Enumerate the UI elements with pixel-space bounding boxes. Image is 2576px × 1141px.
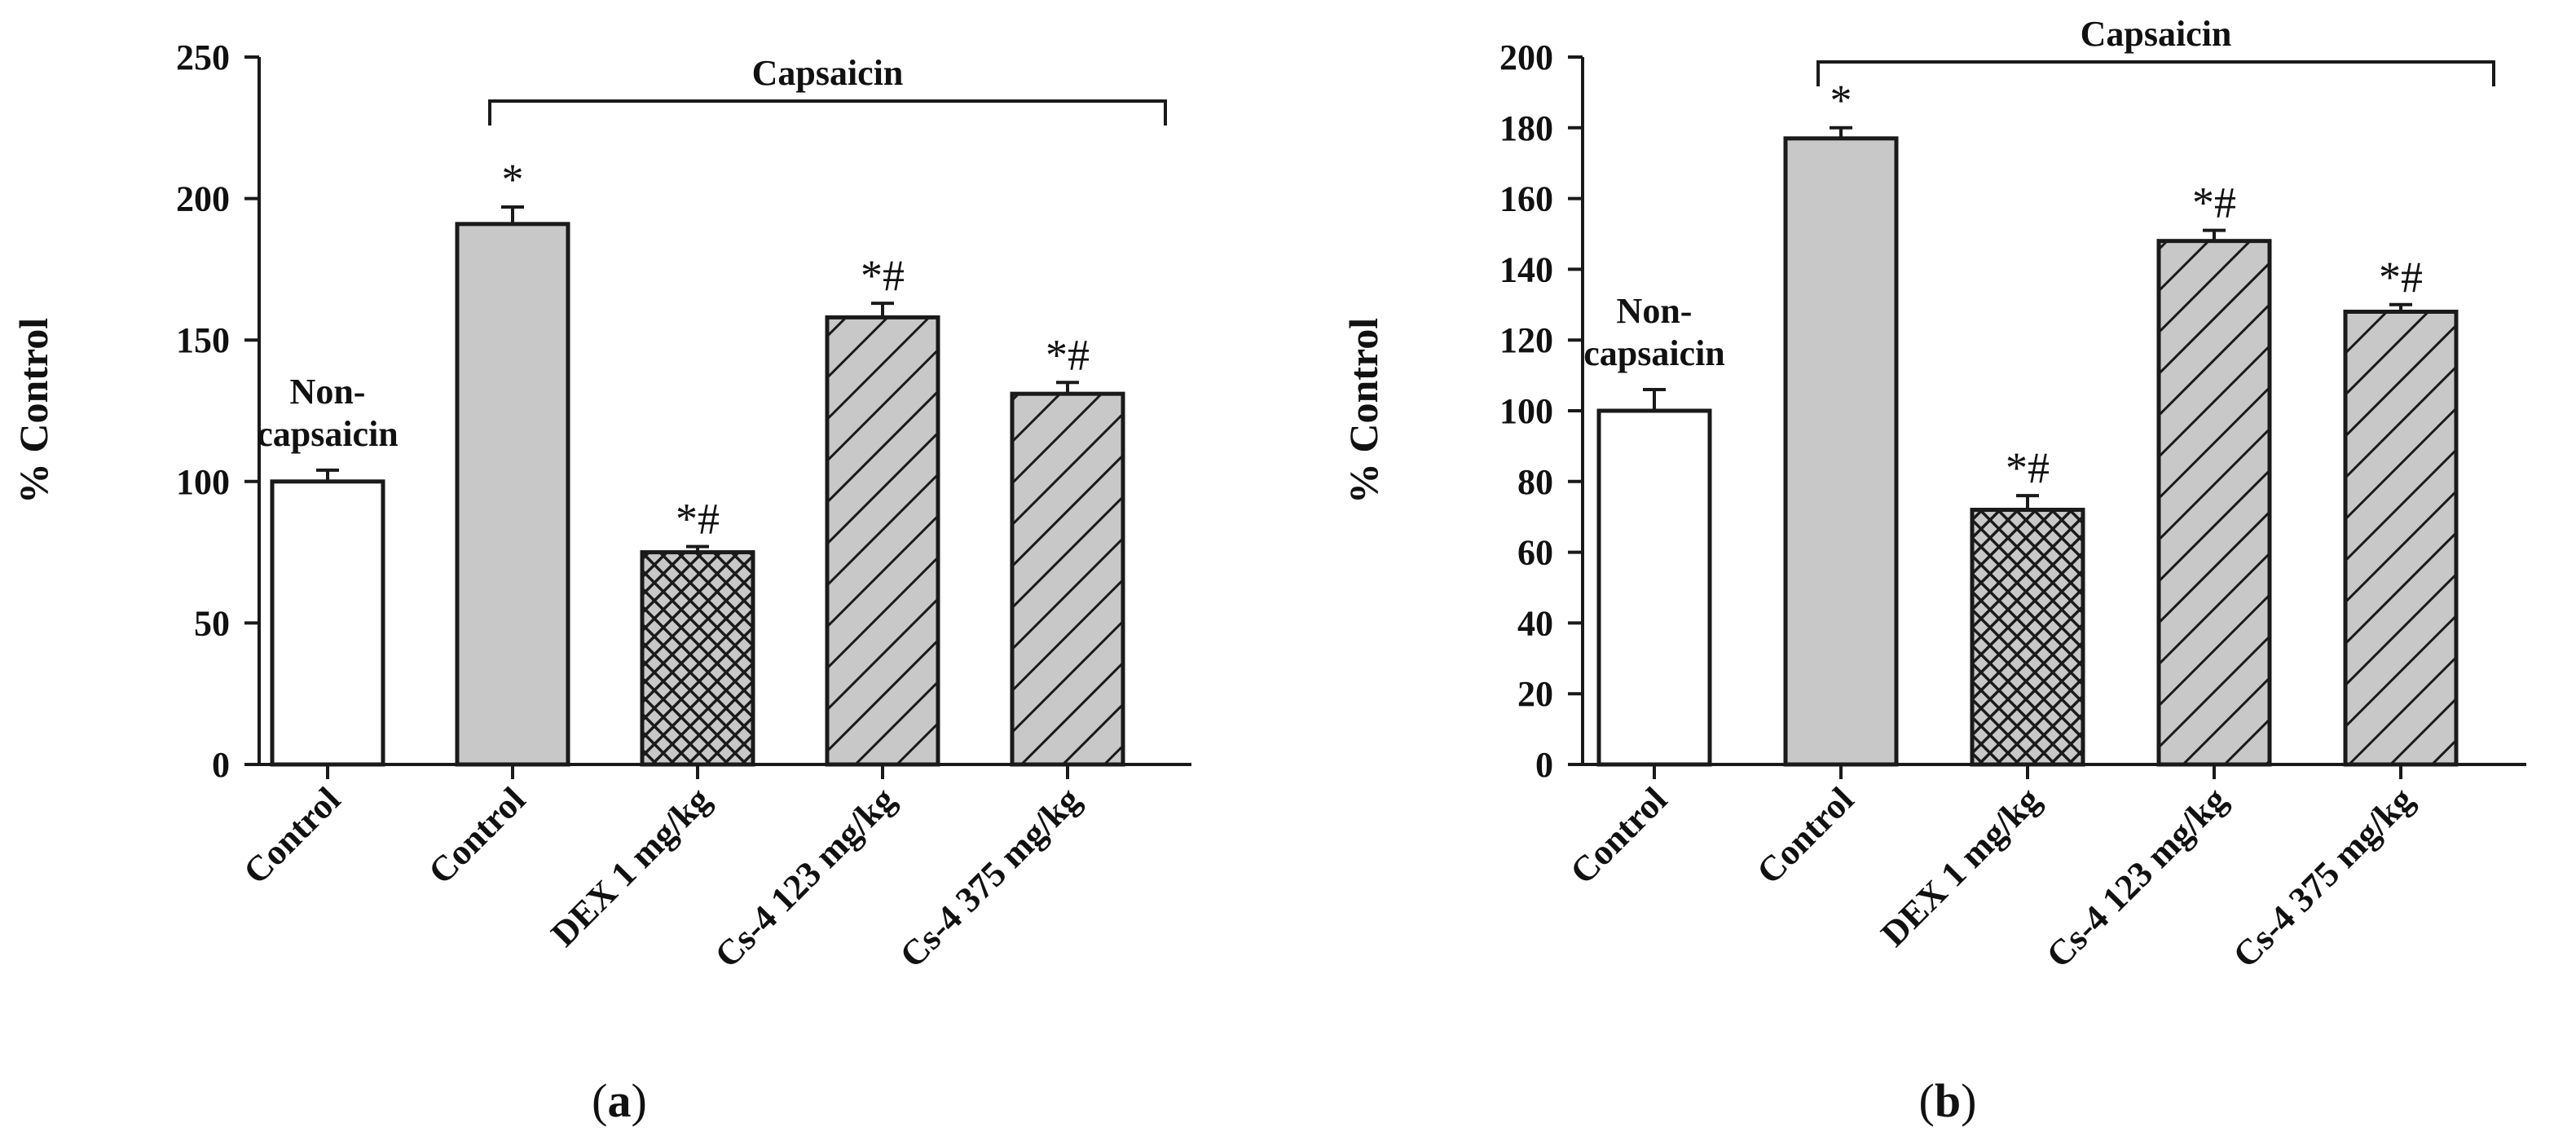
chart1-category-label: Cs-4 123 mg/kg [2039,779,2235,975]
chart1-capsaicin-label: Capsaicin [2081,14,2232,54]
chart0-y-tick-label: 0 [212,745,230,785]
chart1-capsaicin-bracket [1816,60,2495,86]
chart0-y-tick-label: 250 [176,37,230,77]
chart1-y-axis-title: % Control [1341,318,1386,504]
chart1-y-tick-label: 180 [1499,108,1553,148]
chart0-bar-1 [455,222,570,767]
chart1-significance-label: *# [2006,443,2050,492]
chart1-y-tick-label: 100 [1499,391,1553,431]
chart1-category-label: Control [1749,779,1861,892]
chart0-bar-0 [270,479,385,767]
chart1-bar-4 [2343,309,2459,767]
chart0-y-axis-title: % Control [11,318,56,504]
chart1-y-tick-label: 160 [1499,179,1553,219]
chart0-category-label: DEX 1 mg/kg [544,779,718,954]
chart0-category-label: Cs-4 375 mg/kg [892,779,1088,975]
chart1-category-label: Cs-4 375 mg/kg [2226,779,2421,975]
chart0-non-capsaicin-annotation: Non-capsaicin [257,372,399,454]
chart1-category-label: DEX 1 mg/kg [1874,779,2048,954]
chart0-y-tick-label: 100 [176,462,230,502]
chart1-category-label: Control [1562,779,1675,892]
chart1-significance-label: *# [2379,253,2423,302]
chart1-significance-label: *# [2192,178,2236,227]
chart0-category-label: Control [236,779,348,892]
chart0-bar-2 [640,550,755,767]
chart1-y-tick-label: 60 [1517,533,1553,573]
chart0-y-tick-label: 150 [176,320,230,360]
chart1-significance-label: * [1830,76,1852,125]
chart1-bar-3 [2156,239,2272,767]
chart0-capsaicin-label: Capsaicin [752,53,904,93]
chart0-significance-label: *# [676,495,720,544]
chart0-panel-label: (a) [592,1074,647,1127]
chart1-bar-2 [1970,508,2085,767]
chart1-y-tick-label: 120 [1499,320,1553,360]
panel-b-chart: 0 20 40 60 80 100 120 140 160 180 200 % Control Cont… [1341,14,2526,1127]
chart0-bar-3 [825,315,940,767]
chart1-y-tick-label: 200 [1499,37,1553,77]
chart1-y-tick-label: 80 [1517,462,1553,502]
chart1-panel-label: (b) [1919,1074,1977,1127]
chart1-y-tick-label: 20 [1517,674,1553,714]
chart0-bar-4 [1010,391,1125,767]
chart0-y-tick-label: 200 [176,179,230,219]
chart1-bar-0 [1596,408,1712,767]
chart1-bar-1 [1783,136,1899,767]
chart0-significance-label: * [502,155,524,204]
chart0-category-label: Control [421,779,533,892]
chart0-capsaicin-bracket [488,99,1167,126]
panel-a-chart: 0 50 100 150 200 250 % Control Control * Control *… [11,37,1191,1127]
chart0-significance-label: *# [861,251,905,300]
chart1-non-capsaicin-annotation: Non-capsaicin [1583,291,1725,373]
chart0-category-label: Cs-4 123 mg/kg [707,779,903,975]
chart1-y-tick-label: 0 [1535,745,1553,785]
chart0-y-tick-label: 50 [194,603,230,643]
chart1-y-tick-label: 140 [1499,249,1553,289]
chart1-y-tick-label: 40 [1517,603,1553,643]
chart0-significance-label: *# [1046,330,1090,379]
